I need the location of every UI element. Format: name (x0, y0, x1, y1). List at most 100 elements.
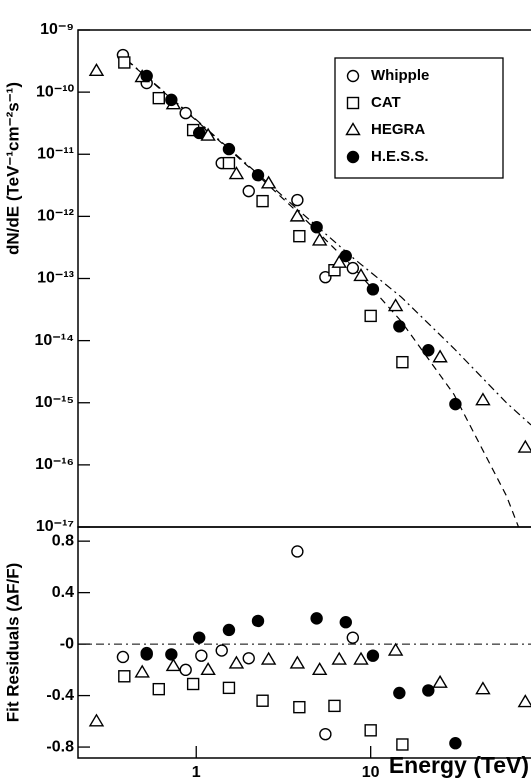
marker-dot (140, 648, 153, 661)
marker-dot (339, 249, 352, 263)
y-tick-label: 10⁻¹¹ (37, 145, 74, 162)
marker-square (118, 56, 131, 69)
marker-circle (346, 261, 360, 275)
marker-triangle (353, 651, 369, 665)
marker-triangle (331, 651, 347, 665)
marker-square (396, 355, 409, 369)
marker-dot (165, 93, 178, 107)
marker-circle (319, 727, 332, 741)
marker-dot (366, 649, 380, 662)
y-tick-label: 10⁻⁹ (40, 21, 74, 38)
marker-triangle (311, 661, 328, 676)
marker-triangle (289, 208, 306, 222)
marker-square (152, 682, 165, 696)
marker-dot (422, 344, 435, 357)
marker-triangle (331, 254, 347, 268)
marker-triangle (432, 349, 448, 363)
marker-triangle (517, 694, 531, 708)
marker-circle (215, 644, 228, 657)
y-tick-label: 10⁻¹⁴ (35, 332, 75, 349)
legend-label: H.E.S.S. (371, 148, 429, 165)
plot-area (78, 545, 531, 751)
marker-triangle (228, 166, 245, 180)
marker-circle (319, 270, 332, 284)
marker-square (328, 699, 341, 713)
marker-circle (179, 106, 192, 120)
x-tick-label: 10 (362, 764, 380, 780)
marker-triangle (228, 655, 245, 669)
marker-circle (291, 545, 304, 558)
y-tick-label: 10⁻¹⁰ (36, 83, 75, 100)
y-tick-label: 10⁻¹⁵ (35, 394, 74, 411)
marker-triangle (88, 713, 105, 727)
y-tick-label: 10⁻¹² (37, 208, 74, 225)
x-axis-title: Energy (TeV) (389, 752, 529, 778)
marker-dot (193, 126, 206, 140)
marker-circle (346, 631, 360, 644)
y-tick-label: 10⁻¹⁶ (35, 456, 74, 473)
legend-label: HEGRA (371, 121, 425, 138)
marker-triangle (200, 661, 216, 676)
marker-square (152, 91, 165, 105)
legend-marker (345, 122, 361, 136)
marker-triangle (88, 62, 105, 77)
marker-dot (140, 69, 153, 83)
marker-triangle (517, 439, 531, 453)
marker-dot (251, 614, 265, 628)
marker-triangle (432, 674, 448, 688)
marker-dot (366, 283, 380, 296)
plot-frame (77, 526, 531, 759)
marker-circle (179, 663, 192, 677)
marker-triangle (260, 175, 277, 189)
marker-triangle (289, 655, 306, 669)
y-axis-title: Fit Residuals (ΔF/F) (3, 563, 22, 723)
marker-dot (449, 737, 462, 750)
legend-label: Whipple (371, 67, 429, 84)
marker-dot (310, 220, 323, 234)
y-tick-label: -0 (60, 635, 74, 652)
marker-dot (310, 612, 323, 625)
marker-circle (242, 184, 255, 198)
y-tick-label: 0.8 (52, 532, 74, 549)
marker-square (222, 156, 236, 170)
marker-square (396, 738, 409, 751)
marker-dot (193, 631, 206, 644)
marker-dot (251, 169, 265, 182)
marker-dot (165, 648, 178, 661)
y-tick-label: 10⁻¹³ (37, 270, 74, 287)
legend-label: CAT (371, 94, 401, 111)
marker-square (256, 694, 269, 707)
marker-triangle (134, 664, 150, 678)
marker-dot (222, 142, 236, 156)
marker-circle (291, 193, 304, 207)
fit-curve (126, 59, 531, 426)
marker-triangle (311, 232, 328, 246)
legend-marker (346, 150, 360, 164)
marker-triangle (260, 651, 277, 665)
marker-square (364, 724, 377, 737)
legend-marker (346, 69, 360, 83)
marker-dot (449, 397, 462, 411)
marker-triangle (387, 298, 404, 312)
marker-square (256, 194, 269, 208)
marker-square (293, 700, 306, 714)
legend-marker (346, 96, 360, 110)
marker-square (118, 670, 131, 683)
marker-dot (393, 320, 406, 333)
marker-circle (242, 652, 255, 665)
marker-triangle (387, 642, 404, 656)
y-tick-label: -0.8 (46, 738, 74, 755)
marker-dot (422, 684, 435, 697)
plot-area (88, 48, 531, 527)
marker-circle (116, 650, 130, 664)
y-tick-label: 10⁻¹⁷ (36, 518, 74, 535)
marker-triangle (165, 658, 182, 672)
y-tick-label: 0.4 (52, 584, 74, 601)
marker-dot (339, 616, 352, 629)
marker-dot (393, 686, 406, 700)
marker-square (293, 229, 306, 243)
marker-square (364, 309, 377, 323)
legend-box (334, 57, 504, 179)
marker-circle (195, 649, 208, 662)
